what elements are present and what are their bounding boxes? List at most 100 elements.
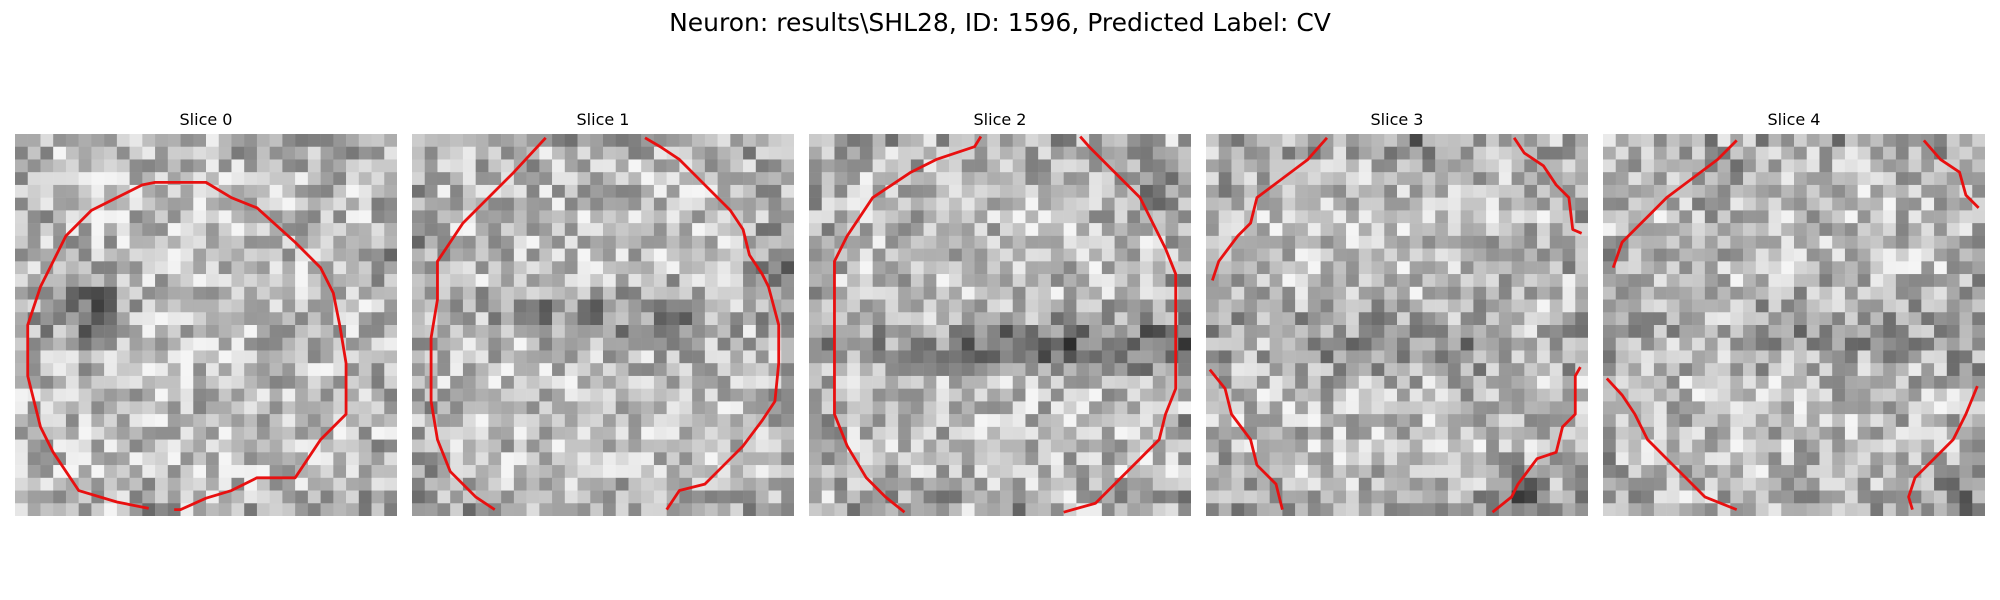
pixel-cell xyxy=(961,426,975,440)
pixel-cell xyxy=(1486,134,1500,147)
pixel-cell xyxy=(1844,414,1858,428)
pixel-cell xyxy=(1269,261,1283,275)
pixel-cell xyxy=(180,274,194,288)
pixel-cell xyxy=(1038,159,1052,173)
pixel-cell xyxy=(488,477,502,491)
pixel-cell xyxy=(1346,350,1360,364)
pixel-cell xyxy=(1269,452,1283,466)
pixel-cell xyxy=(91,312,105,326)
pixel-cell xyxy=(1473,375,1487,389)
pixel-cell xyxy=(1295,261,1309,275)
pixel-cell xyxy=(1666,235,1680,249)
pixel-cell xyxy=(692,146,706,160)
pixel-cell xyxy=(898,299,912,313)
pixel-cell xyxy=(1089,248,1103,262)
pixel-cell xyxy=(371,248,385,262)
pixel-cell xyxy=(1178,388,1191,402)
pixel-cell xyxy=(1282,248,1296,262)
pixel-cell xyxy=(679,146,693,160)
pixel-cell xyxy=(1320,465,1334,479)
pixel-cell xyxy=(1000,197,1013,211)
pixel-cell xyxy=(193,146,207,160)
pixel-cell xyxy=(424,286,438,300)
pixel-cell xyxy=(307,388,321,402)
pixel-cell xyxy=(1498,235,1512,249)
pixel-cell xyxy=(1063,299,1077,313)
pixel-cell xyxy=(424,261,438,275)
pixel-cell xyxy=(269,337,283,351)
pixel-cell xyxy=(679,439,693,453)
pixel-cell xyxy=(1844,159,1858,173)
pixel-cell xyxy=(539,235,553,249)
pixel-cell xyxy=(180,350,194,364)
pixel-cell xyxy=(898,401,912,415)
cell-contour xyxy=(644,136,781,511)
pixel-cell xyxy=(53,184,67,198)
pixel-cell xyxy=(1511,274,1525,288)
pixel-cell xyxy=(730,465,744,479)
pixel-cell xyxy=(1717,337,1731,351)
pixel-cell xyxy=(167,197,181,211)
pixel-cell xyxy=(371,274,385,288)
pixel-cell xyxy=(1692,414,1706,428)
pixel-cell xyxy=(15,146,28,160)
pixel-cell xyxy=(1575,197,1588,211)
pixel-cell xyxy=(1089,465,1103,479)
pixel-cell xyxy=(371,375,385,389)
pixel-cell xyxy=(872,286,886,300)
pixel-cell xyxy=(231,388,245,402)
pixel-cell xyxy=(666,197,680,211)
pixel-cell xyxy=(1743,375,1757,389)
pixel-cell xyxy=(539,439,553,453)
pixel-cell xyxy=(462,325,476,338)
pixel-cell xyxy=(1844,299,1858,313)
pixel-cell xyxy=(1717,452,1731,466)
pixel-cell xyxy=(1244,274,1258,288)
pixel-cell xyxy=(475,325,489,338)
pixel-cell xyxy=(1717,274,1731,288)
pixel-cell xyxy=(615,134,629,147)
pixel-cell xyxy=(1460,325,1474,338)
pixel-cell xyxy=(1447,159,1461,173)
pixel-cell xyxy=(615,261,629,275)
pixel-cell xyxy=(834,134,848,147)
pixel-cell xyxy=(1218,146,1232,160)
pixel-cell xyxy=(1704,465,1718,479)
pixel-cell xyxy=(1972,134,1985,147)
pixel-cell xyxy=(1089,477,1103,491)
pixel-cell xyxy=(1666,223,1680,237)
pixel-cell xyxy=(923,210,937,224)
pixel-cell xyxy=(462,286,476,300)
pixel-cell xyxy=(333,286,347,300)
pixel-cell xyxy=(1307,134,1321,147)
pixel-cell xyxy=(1358,490,1372,504)
pixel-cell xyxy=(936,337,950,351)
pixel-cell xyxy=(1972,375,1985,389)
pixel-cell xyxy=(193,414,207,428)
pixel-cell xyxy=(1768,414,1782,428)
pixel-cell xyxy=(206,172,219,186)
pixel-cell xyxy=(590,146,604,160)
pixel-cell xyxy=(1140,414,1154,428)
pixel-cell xyxy=(1473,159,1487,173)
pixel-cell xyxy=(1883,286,1897,300)
pixel-cell xyxy=(412,223,425,237)
pixel-cell xyxy=(1076,401,1090,415)
pixel-cell xyxy=(1231,503,1245,516)
pixel-cell xyxy=(1320,197,1334,211)
pixel-cell xyxy=(412,439,425,453)
pixel-cell xyxy=(384,465,397,479)
pixel-cell xyxy=(1358,210,1372,224)
pixel-cell xyxy=(116,210,130,224)
pixel-cell xyxy=(974,159,988,173)
pixel-cell xyxy=(679,337,693,351)
pixel-cell xyxy=(1320,337,1334,351)
pixel-cell xyxy=(1320,439,1334,453)
pixel-cell xyxy=(320,388,334,402)
pixel-cell xyxy=(936,197,950,211)
pixel-cell xyxy=(1832,414,1846,428)
pixel-cell xyxy=(1397,286,1410,300)
pixel-cell xyxy=(116,172,130,186)
pixel-cell xyxy=(872,312,886,326)
pixel-cell xyxy=(1025,223,1039,237)
